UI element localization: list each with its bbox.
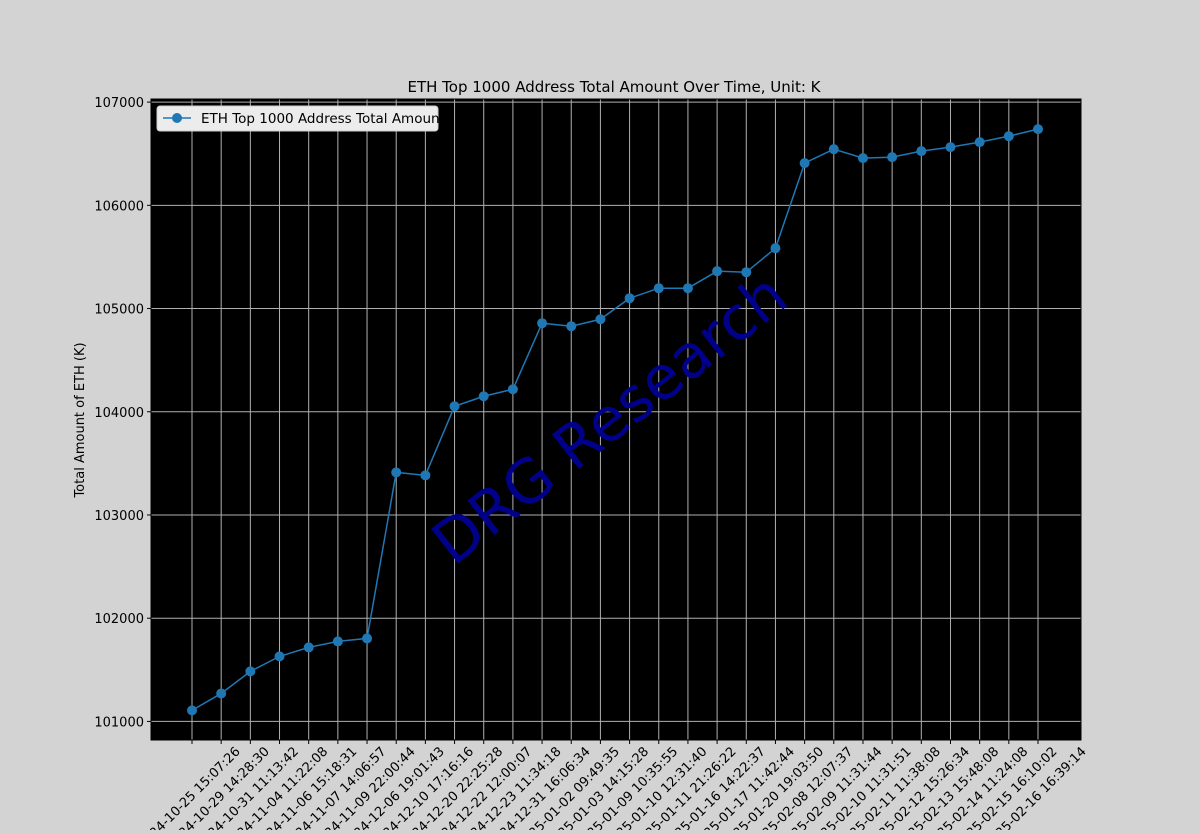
y-axis: 101000 102000 103000 104000 105000 106000 1070…	[94, 96, 151, 730]
data-point	[216, 688, 227, 699]
y-tick-label: 103000	[94, 509, 144, 524]
legend: ETH Top 1000 Address Total Amount	[156, 105, 445, 132]
data-point	[887, 152, 898, 163]
data-point	[945, 142, 956, 153]
data-point	[274, 651, 285, 662]
data-point	[828, 144, 839, 155]
y-tick-label: 104000	[94, 406, 144, 421]
y-tick-label: 101000	[94, 715, 144, 730]
plot-frame	[150, 98, 1082, 741]
grid-lines	[151, 99, 1081, 740]
data-point	[303, 642, 314, 653]
data-point	[799, 158, 810, 169]
data-point	[449, 401, 460, 412]
data-point	[1003, 131, 1014, 142]
data-point	[741, 267, 752, 278]
data-point	[712, 266, 723, 277]
data-point	[653, 283, 664, 294]
y-tick-label: 107000	[94, 96, 144, 111]
plot-area	[151, 99, 1081, 740]
data-point	[187, 705, 197, 716]
data-point	[916, 146, 927, 157]
data-point	[595, 314, 606, 325]
y-tick-label: 102000	[94, 612, 144, 627]
data-point	[566, 321, 577, 332]
legend-label: ETH Top 1000 Address Total Amount	[201, 111, 445, 127]
data-point	[391, 467, 402, 478]
data-point	[682, 283, 693, 294]
data-point	[1033, 124, 1043, 135]
data-point	[974, 137, 985, 148]
data-point	[420, 470, 431, 481]
y-axis-label: Total Amount of ETH (K)	[73, 342, 88, 498]
data-point	[770, 243, 781, 254]
data-point	[507, 384, 518, 395]
data-point	[245, 666, 256, 677]
legend-box	[156, 105, 439, 132]
chart-title: ETH Top 1000 Address Total Amount Over T…	[407, 78, 821, 96]
data-point	[624, 293, 635, 304]
y-tick-label: 105000	[94, 303, 144, 318]
data-point	[362, 633, 373, 644]
data-point	[478, 391, 489, 402]
series-line	[187, 124, 1043, 716]
y-tick-label: 106000	[94, 199, 144, 214]
data-point	[537, 318, 548, 329]
legend-marker-swatch	[172, 113, 182, 123]
data-point	[857, 153, 868, 164]
data-point	[332, 636, 343, 647]
